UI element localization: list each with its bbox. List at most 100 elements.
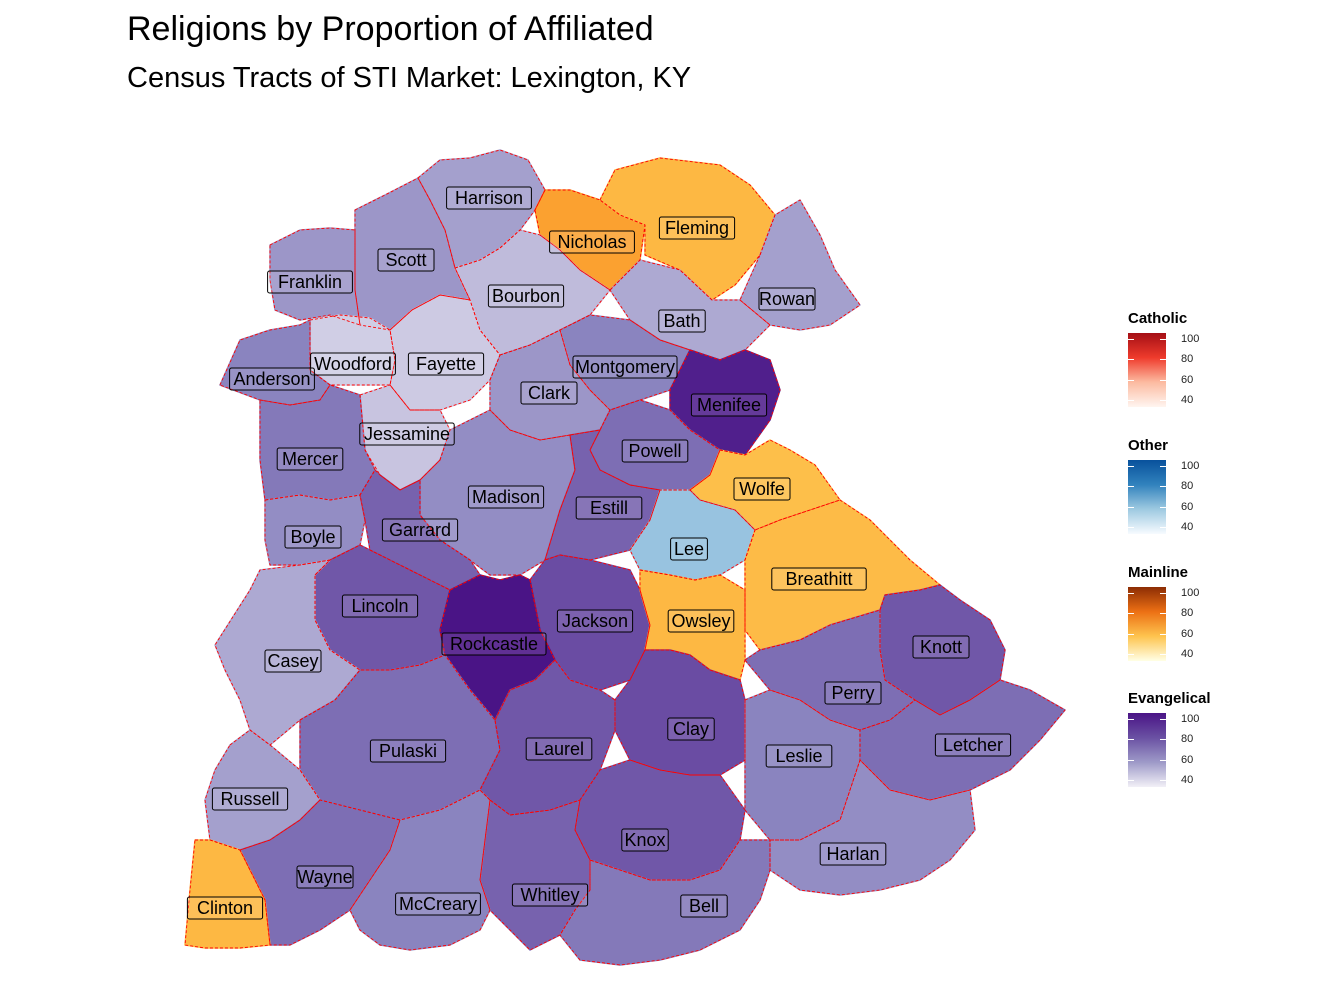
county-label-box-jessamine bbox=[359, 422, 455, 446]
legend-tick-label: 100 bbox=[1181, 713, 1200, 725]
county-name-nicholas: Nicholas bbox=[557, 232, 626, 252]
county-label-box-powell bbox=[621, 439, 689, 463]
county-name-boyle: Boyle bbox=[290, 527, 335, 547]
county-boundary-bell bbox=[559, 839, 771, 966]
county-label-knox: Knox bbox=[621, 828, 669, 852]
legend-tick-label: 60 bbox=[1181, 627, 1194, 640]
county-label-box-nicholas bbox=[549, 230, 635, 254]
legend-body-evangelical: 100 80 60 40 bbox=[1128, 713, 1211, 791]
county-boundary-perry bbox=[744, 609, 916, 731]
county-label-box-letcher bbox=[934, 733, 1012, 757]
county-name-madison: Madison bbox=[472, 487, 540, 507]
county-name-lincoln: Lincoln bbox=[351, 596, 408, 616]
county-label-montgomery: Montgomery bbox=[572, 355, 678, 379]
county-labels: Harrison Nicholas Fleming Scott Franklin Bour… bbox=[186, 186, 1012, 920]
legend-tick-label: 40 bbox=[1181, 773, 1194, 786]
county-label-box-clinton bbox=[186, 896, 264, 920]
county-name-lee: Lee bbox=[674, 539, 704, 559]
county-name-knox: Knox bbox=[624, 830, 665, 850]
county-label-box-bath bbox=[658, 309, 706, 333]
county-name-russell: Russell bbox=[220, 789, 279, 809]
county-name-rowan: Rowan bbox=[759, 289, 815, 309]
county-name-scott: Scott bbox=[385, 250, 426, 270]
county-label-box-owsley bbox=[667, 609, 735, 633]
county-label-harlan: Harlan bbox=[819, 842, 887, 866]
county-name-franklin: Franklin bbox=[278, 272, 342, 292]
county-name-knott: Knott bbox=[920, 637, 962, 657]
county-name-anderson: Anderson bbox=[233, 369, 310, 389]
county-name-harlan: Harlan bbox=[826, 844, 879, 864]
county-label-wolfe: Wolfe bbox=[733, 477, 791, 501]
legend-tick-label: 80 bbox=[1181, 353, 1194, 366]
legend-tick-label: 100 bbox=[1181, 460, 1200, 472]
county-label-box-bell bbox=[680, 894, 728, 918]
county-label-madison: Madison bbox=[467, 485, 545, 509]
county-label-box-bourbon bbox=[487, 284, 565, 308]
county-label-nicholas: Nicholas bbox=[549, 230, 635, 254]
county-label-box-russell bbox=[211, 787, 289, 811]
county-label-box-boyle bbox=[284, 525, 342, 549]
legend-tick-label: 60 bbox=[1181, 500, 1194, 513]
county-label-leslie: Leslie bbox=[765, 744, 833, 768]
county-label-box-harrison bbox=[446, 186, 532, 210]
county-label-clark: Clark bbox=[520, 381, 578, 405]
county-label-breathitt: Breathitt bbox=[771, 567, 867, 591]
county-name-laurel: Laurel bbox=[534, 739, 584, 759]
legend-body-mainline: 100 80 60 40 bbox=[1128, 587, 1199, 665]
county-label-box-montgomery bbox=[572, 355, 678, 379]
legend-evangelical: Evangelical 100 80 60 40 bbox=[1128, 690, 1211, 791]
legend-colorbar-other bbox=[1128, 460, 1166, 534]
county-label-laurel: Laurel bbox=[525, 737, 593, 761]
county-name-mercer: Mercer bbox=[282, 449, 338, 469]
county-label-powell: Powell bbox=[621, 439, 689, 463]
county-label-box-pulaski bbox=[369, 739, 447, 763]
county-name-estill: Estill bbox=[590, 498, 628, 518]
county-label-box-leslie bbox=[765, 744, 833, 768]
county-label-clay: Clay bbox=[667, 717, 715, 741]
county-boundary-scott bbox=[354, 177, 471, 331]
legend-catholic: Catholic 100 80 60 40 bbox=[1128, 310, 1199, 411]
county-name-perry: Perry bbox=[831, 683, 874, 703]
county-label-bath: Bath bbox=[658, 309, 706, 333]
county-name-wolfe: Wolfe bbox=[739, 479, 785, 499]
legend-title-other: Other bbox=[1128, 437, 1169, 454]
county-label-bell: Bell bbox=[680, 894, 728, 918]
county-label-jessamine: Jessamine bbox=[359, 422, 455, 446]
legend-body-catholic: 100 80 60 40 bbox=[1128, 333, 1199, 411]
county-label-box-wayne bbox=[296, 865, 354, 889]
county-label-box-casey bbox=[264, 649, 322, 673]
county-label-box-estill bbox=[575, 496, 643, 520]
legend-tick-label: 40 bbox=[1181, 647, 1194, 660]
county-name-clark: Clark bbox=[528, 383, 571, 403]
county-name-bourbon: Bourbon bbox=[492, 286, 560, 306]
county-label-box-madison bbox=[467, 485, 545, 509]
county-label-box-jackson bbox=[556, 609, 634, 633]
county-name-whitley: Whitley bbox=[520, 885, 579, 905]
county-boundary-fayette bbox=[389, 294, 501, 411]
county-boundary-clark bbox=[489, 329, 611, 441]
legend-tick-label: 80 bbox=[1181, 607, 1194, 620]
legend-other: Other 100 80 60 40 bbox=[1128, 437, 1199, 538]
county-name-fayette: Fayette bbox=[416, 354, 476, 374]
legend-tick-label: 100 bbox=[1181, 333, 1200, 345]
county-label-box-rockcastle bbox=[441, 632, 547, 656]
county-name-clay: Clay bbox=[673, 719, 709, 739]
county-label-box-garrard bbox=[381, 518, 459, 542]
county-label-box-harlan bbox=[819, 842, 887, 866]
county-label-box-perry bbox=[824, 681, 882, 705]
county-name-casey: Casey bbox=[267, 651, 318, 671]
county-label-box-breathitt bbox=[771, 567, 867, 591]
county-label-woodford: Woodford bbox=[310, 352, 396, 376]
county-label-garrard: Garrard bbox=[381, 518, 459, 542]
county-region-mercer bbox=[259, 384, 376, 501]
county-label-box-knox bbox=[621, 828, 669, 852]
legend-mainline: Mainline 100 80 60 40 bbox=[1128, 564, 1199, 665]
county-boundary-bath bbox=[609, 259, 771, 361]
county-label-casey: Casey bbox=[264, 649, 322, 673]
legend-tick-label: 100 bbox=[1181, 587, 1200, 599]
county-label-rockcastle: Rockcastle bbox=[441, 632, 547, 656]
county-boundary-mercer bbox=[259, 384, 376, 501]
county-name-garrard: Garrard bbox=[389, 520, 451, 540]
county-label-lincoln: Lincoln bbox=[341, 594, 419, 618]
county-name-bath: Bath bbox=[663, 311, 700, 331]
